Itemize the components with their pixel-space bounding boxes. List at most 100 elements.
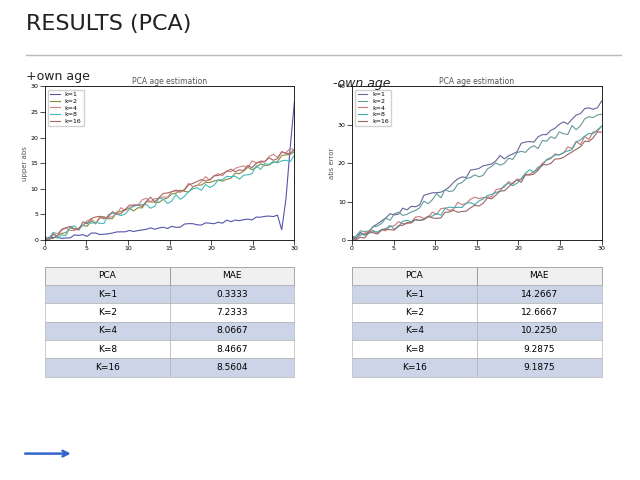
k=4 [41, 233, 49, 239]
k=8 [117, 213, 125, 218]
k=2 [348, 237, 356, 243]
k=4 [286, 145, 294, 151]
k=8 [41, 234, 49, 240]
k=2 [41, 237, 49, 243]
k=16 [41, 237, 49, 243]
Text: RESULTS (PCA): RESULTS (PCA) [26, 14, 191, 35]
k=1 [433, 190, 440, 195]
k=16 [437, 215, 445, 221]
k=4 [420, 216, 428, 221]
k=16 [424, 213, 432, 219]
k=16 [395, 223, 403, 228]
k=2 [198, 182, 205, 188]
k=1 [122, 229, 129, 235]
k=2 [412, 208, 419, 214]
k=16 [593, 129, 601, 135]
k=1 [353, 235, 360, 241]
k=4 [117, 205, 125, 211]
k=2 [390, 211, 398, 216]
k=1 [198, 222, 205, 228]
k=4 [390, 223, 398, 228]
Text: +own age: +own age [26, 70, 90, 83]
Line: k=8: k=8 [352, 126, 602, 240]
Line: k=4: k=4 [45, 148, 294, 239]
Line: k=8: k=8 [45, 156, 294, 239]
k=8 [412, 216, 419, 222]
k=16 [353, 237, 360, 242]
k=4 [433, 212, 440, 217]
Legend: k=1, k=2, k=4, k=8, k=16: k=1, k=2, k=4, k=8, k=16 [355, 90, 391, 126]
k=16 [104, 214, 112, 219]
k=8 [45, 236, 53, 241]
k=16 [113, 211, 120, 217]
k=2 [598, 111, 605, 117]
k=16 [433, 216, 440, 221]
k=4 [109, 214, 116, 219]
Text: -own age: -own age [333, 77, 390, 90]
Title: PCA age estimation: PCA age estimation [132, 77, 207, 85]
k=4 [348, 237, 356, 243]
Line: k=1: k=1 [45, 102, 294, 240]
k=2 [433, 191, 440, 196]
k=2 [429, 197, 436, 203]
k=2 [505, 156, 513, 161]
k=1 [598, 98, 605, 104]
k=4 [88, 216, 95, 222]
k=16 [125, 202, 133, 208]
k=8 [505, 180, 513, 186]
Line: k=1: k=1 [352, 101, 602, 238]
Y-axis label: upper abs: upper abs [22, 146, 28, 180]
k=2 [420, 198, 428, 204]
k=4 [130, 202, 138, 208]
Line: k=2: k=2 [45, 152, 294, 240]
k=4 [45, 236, 53, 242]
k=2 [113, 209, 120, 215]
k=8 [433, 211, 440, 216]
k=16 [348, 234, 356, 240]
k=4 [291, 147, 298, 153]
k=1 [83, 233, 91, 239]
k=8 [130, 204, 138, 209]
k=2 [83, 224, 91, 229]
k=1 [104, 231, 112, 237]
k=1 [437, 189, 445, 195]
Y-axis label: abs error: abs error [329, 147, 335, 179]
k=2 [291, 149, 298, 155]
k=2 [122, 207, 129, 213]
k=8 [291, 153, 298, 158]
k=16 [122, 206, 129, 212]
k=16 [198, 177, 205, 182]
k=8 [348, 237, 356, 243]
k=8 [109, 210, 116, 216]
k=8 [390, 227, 398, 232]
Line: k=4: k=4 [352, 126, 602, 240]
k=4 [429, 209, 436, 215]
k=8 [88, 220, 95, 226]
k=4 [125, 205, 133, 211]
k=2 [125, 205, 133, 211]
k=16 [509, 180, 516, 186]
k=8 [429, 213, 436, 219]
Legend: k=1, k=2, k=4, k=8, k=16: k=1, k=2, k=4, k=8, k=16 [48, 90, 84, 126]
k=4 [412, 214, 419, 220]
k=1 [424, 191, 432, 197]
k=1 [113, 229, 120, 235]
k=16 [598, 129, 605, 135]
k=2 [104, 216, 112, 222]
Line: k=16: k=16 [352, 132, 602, 240]
Line: k=2: k=2 [352, 114, 602, 240]
Title: PCA age estimation: PCA age estimation [439, 77, 515, 85]
k=4 [598, 123, 605, 129]
k=1 [395, 211, 403, 217]
k=8 [420, 217, 428, 223]
Line: k=16: k=16 [45, 149, 294, 240]
k=1 [125, 228, 133, 233]
k=1 [416, 202, 424, 208]
k=16 [83, 221, 91, 227]
k=1 [41, 237, 49, 242]
k=16 [416, 217, 424, 223]
k=1 [509, 151, 516, 157]
k=8 [598, 123, 605, 129]
k=8 [202, 181, 209, 187]
k=8 [125, 206, 133, 212]
